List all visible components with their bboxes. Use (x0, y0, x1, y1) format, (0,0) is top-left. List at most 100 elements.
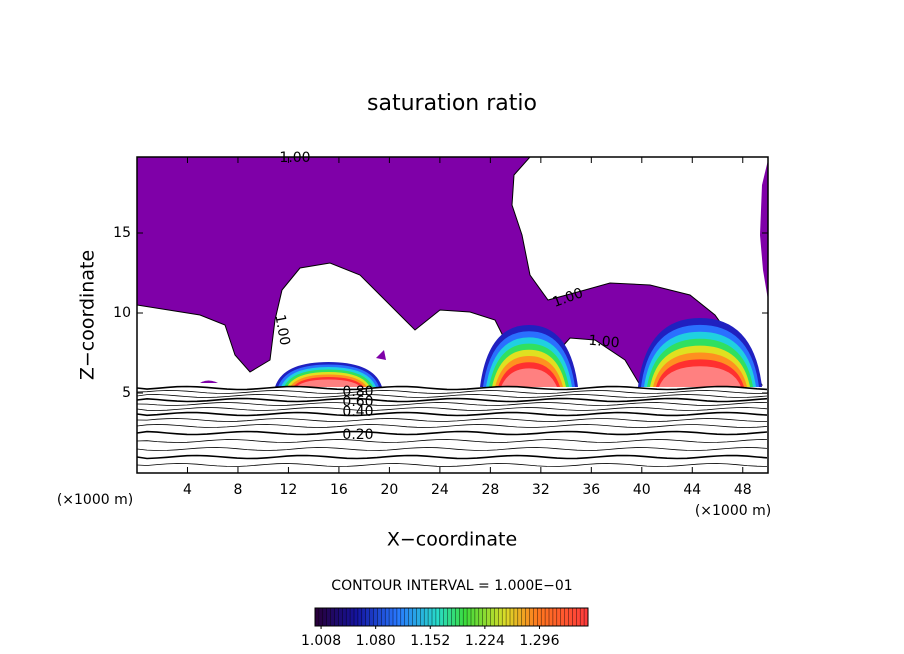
colorbar-cell (393, 608, 398, 626)
contour-label: 0.80 (342, 384, 373, 400)
contour-line (137, 390, 768, 394)
colorbar-cell (357, 608, 363, 626)
colorbar-cell (373, 608, 378, 626)
x-tick-label: 44 (683, 482, 701, 498)
colorbar-cell (346, 608, 351, 626)
colorbar-cell (552, 608, 558, 626)
contour-line (137, 411, 768, 417)
colorbar-cell (389, 608, 394, 626)
colorbar-cell (584, 608, 589, 626)
colorbar-cell (545, 608, 550, 626)
contour-label: 1.00 (588, 333, 620, 352)
colorbar-cell (517, 608, 522, 626)
cloud-layer (659, 366, 741, 387)
contour-line (137, 439, 768, 443)
colorbar-cell (428, 608, 433, 626)
colorbar-cell (549, 608, 554, 626)
colorbar-cell (315, 608, 320, 626)
colorbar-cell (361, 608, 366, 626)
colorbar-cell (326, 608, 331, 626)
x-tick-label: 8 (233, 482, 242, 498)
x-unit: (×1000 m) (57, 492, 133, 508)
colorbar-cell (463, 608, 468, 626)
colorbar-tick-label: 1.152 (410, 633, 450, 649)
colorbar-cell (576, 608, 581, 626)
colorbar-cell (377, 608, 382, 626)
colorbar-cell (459, 608, 464, 626)
x-tick-label: 40 (633, 482, 651, 498)
colorbar-cell (525, 608, 530, 626)
contour-label: 0.20 (342, 427, 373, 443)
colorbar-cell (498, 608, 503, 626)
colorbar-cell (533, 608, 538, 626)
x-unit: (×1000 m) (695, 503, 771, 519)
colorbar-cell (502, 608, 507, 626)
colorbar-cell (342, 608, 347, 626)
colorbar-cell (338, 608, 343, 626)
colorbar-cell (474, 608, 480, 626)
contour-label: 1.00 (271, 313, 292, 346)
x-tick-label: 4 (183, 482, 192, 498)
y-tick-label: 5 (122, 385, 131, 401)
contour-line (137, 394, 768, 398)
filled-region (376, 350, 386, 360)
contour-line (137, 402, 768, 406)
colorbar-cell (513, 608, 519, 626)
x-tick-label: 48 (734, 482, 752, 498)
colorbar-cell (568, 608, 573, 626)
colorbar-cell (482, 608, 487, 626)
contour-label: 0.60 (342, 394, 373, 410)
x-axis-label: X−coordinate (387, 529, 517, 551)
field (137, 157, 768, 467)
colorbar-cell (318, 608, 324, 626)
colorbar-cell (416, 608, 421, 626)
colorbar-cell (412, 608, 417, 626)
colorbar-cell (490, 608, 495, 626)
x-tick-label: 36 (582, 482, 600, 498)
colorbar-cell (365, 608, 370, 626)
colorbar-cell (447, 608, 452, 626)
colorbar-cell (455, 608, 460, 626)
colorbar-cell (354, 608, 359, 626)
contour-line (137, 407, 768, 411)
colorbar-cell (467, 608, 472, 626)
colorbar-cell (420, 608, 425, 626)
colorbar-cell (471, 608, 476, 626)
contour-line (137, 447, 768, 451)
chart-title: saturation ratio (367, 91, 537, 116)
contour-label: 1.00 (279, 150, 310, 166)
contour-line (137, 418, 767, 422)
colorbar-cell (396, 608, 402, 626)
colorbar-cell (400, 608, 405, 626)
colorbar-cell (369, 608, 374, 626)
colorbar-cell (572, 608, 577, 626)
filled-region (200, 380, 218, 383)
colorbar-cell (424, 608, 429, 626)
colorbar-cell (334, 608, 339, 626)
colorbar-cell (510, 608, 515, 626)
y-tick-label: 10 (113, 305, 131, 321)
x-tick-label: 16 (330, 482, 348, 498)
contour-line (137, 397, 768, 403)
contour-label: 0.40 (342, 404, 373, 420)
x-tick-label: 28 (481, 482, 499, 498)
colorbar-cell (486, 608, 491, 626)
colorbar-cell (350, 608, 355, 626)
colorbar-cell (408, 608, 413, 626)
y-axis-label: Z−coordinate (77, 250, 99, 380)
filled-region (760, 160, 768, 300)
colorbar-cell (443, 608, 448, 626)
colorbar-cell (580, 608, 585, 626)
colorbar-cell (541, 608, 546, 626)
contour-line (137, 424, 768, 428)
contour-line (137, 385, 768, 391)
colorbar-cell (435, 608, 441, 626)
colorbar-cell (478, 608, 483, 626)
colorbar-tick-label: 1.008 (301, 633, 341, 649)
colorbar-cell (404, 608, 409, 626)
contour-line (137, 463, 768, 467)
colorbar-cell (439, 608, 444, 626)
cloud-layer (296, 379, 361, 387)
x-tick-label: 20 (380, 482, 398, 498)
